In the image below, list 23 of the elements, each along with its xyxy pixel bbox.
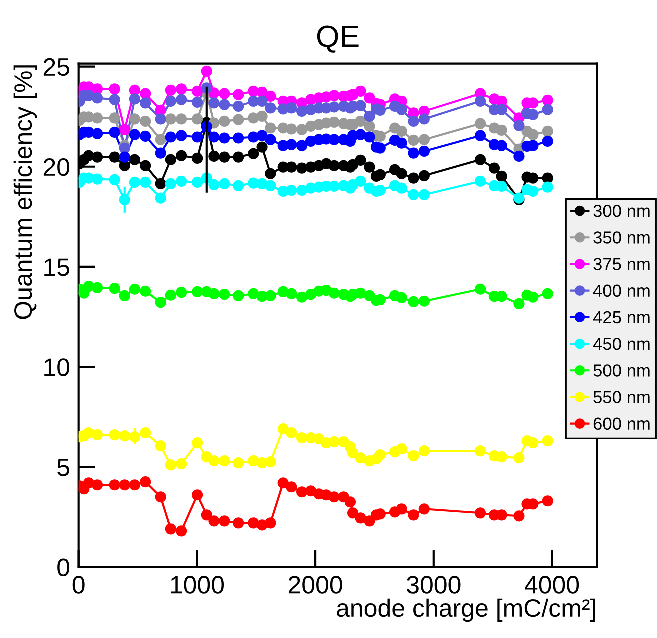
y-tick-label: 20: [44, 158, 70, 176]
legend-label: 375 nm: [594, 258, 650, 270]
y-axis-title: Quantum efficiency [%]: [14, 66, 38, 320]
legend-label: 500 nm: [594, 364, 650, 377]
chart-title: QE: [317, 26, 359, 53]
legend-label: 400 nm: [593, 284, 650, 298]
x-axis-title: anode charge [mC/cm²]: [337, 598, 596, 622]
y-tick-label: 25: [44, 58, 70, 76]
y-tick-label: 0: [58, 558, 70, 576]
legend-label: 350 nm: [594, 232, 650, 244]
x-tick-label: 4000: [525, 576, 580, 594]
legend-label: 300 nm: [594, 204, 650, 218]
legend-label: 425 nm: [593, 311, 650, 324]
y-tick-label: 5: [58, 458, 70, 476]
x-tick-label: 2000: [288, 576, 342, 594]
legend-label: 600 nm: [594, 418, 650, 430]
y-tick-label: 10: [44, 358, 70, 376]
y-tick-label: 15: [44, 258, 70, 276]
x-tick-label: 1000: [171, 576, 224, 594]
x-tick-label: 3000: [407, 576, 461, 594]
legend-label: 550 nm: [594, 391, 650, 404]
legend-label: 450 nm: [593, 338, 650, 350]
x-tick-label: 0: [72, 576, 85, 594]
